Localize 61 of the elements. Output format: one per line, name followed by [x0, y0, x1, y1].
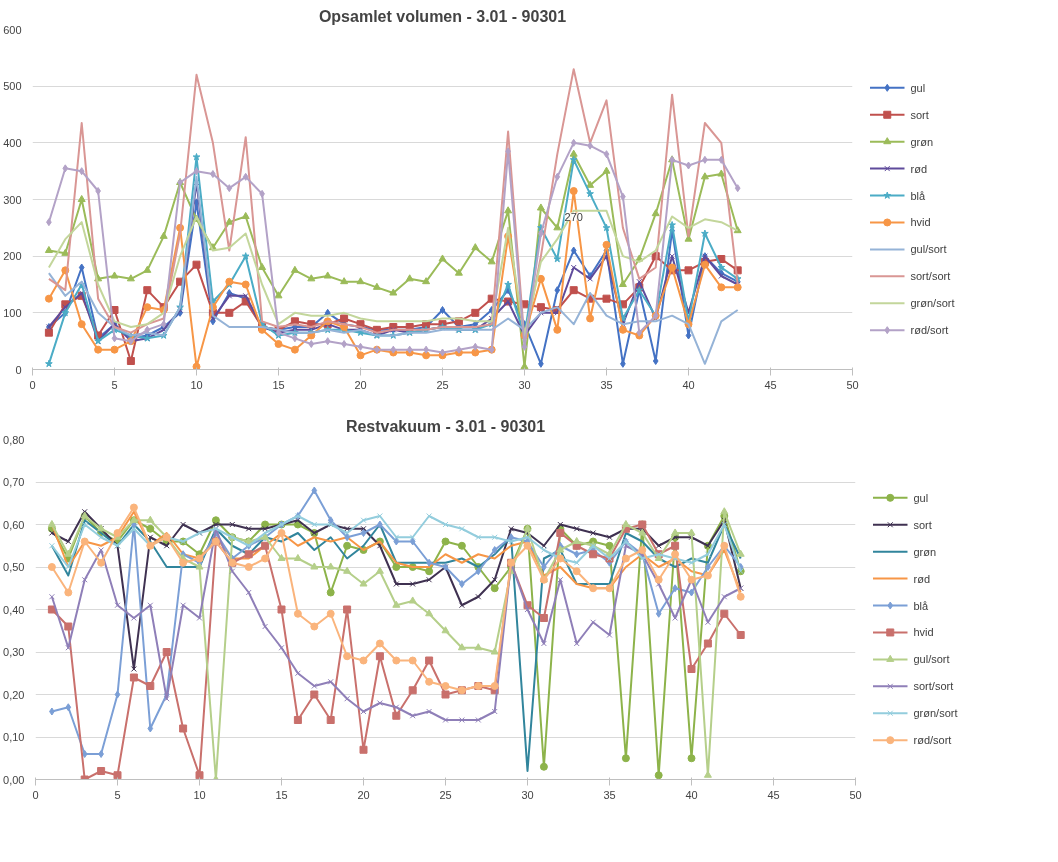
x-tick-label: 25 [439, 788, 452, 801]
chart-title: Restvakuum - 3.01 - 90301 [345, 417, 546, 435]
x-tick-label: 35 [600, 378, 613, 391]
x-tick-label: 20 [354, 378, 367, 391]
y-tick-label: 400 [3, 136, 22, 149]
legend-label: gul/sort [913, 653, 950, 666]
y-tick-label: 0,20 [3, 688, 25, 701]
legend-label: grøn/sort [913, 707, 958, 720]
legend-label: sort/sort [910, 270, 951, 283]
y-tick-label: 0,30 [3, 646, 25, 658]
annotation: 270 [564, 210, 583, 223]
legend-label: gul [913, 491, 929, 504]
x-tick-label: 35 [603, 788, 616, 801]
legend-label: hvid [910, 216, 931, 229]
x-tick-label: 15 [275, 788, 288, 801]
x-tick-label: 5 [111, 378, 118, 391]
y-tick-label: 0,60 [3, 518, 25, 531]
legend-label: sort [910, 108, 929, 121]
legend-label: rød [910, 162, 927, 175]
chart-title: Opsamlet volumen - 3.01 - 90301 [318, 7, 567, 25]
x-tick-label: 40 [682, 378, 695, 391]
x-tick-label: 15 [272, 378, 285, 391]
legend-label: sort/sort [913, 680, 954, 693]
legend-label: rød/sort [910, 324, 949, 337]
y-tick-label: 0 [15, 363, 22, 376]
legend-label: hvid [913, 626, 934, 639]
legend-label: blå [910, 189, 927, 202]
y-tick-label: 0,50 [3, 561, 25, 573]
y-tick-label: 0,70 [3, 476, 25, 488]
x-tick-label: 30 [521, 788, 534, 801]
x-tick-label: 20 [357, 788, 370, 801]
x-tick-label: 25 [436, 378, 449, 391]
legend-label: blå [913, 599, 930, 612]
x-tick-label: 10 [193, 788, 206, 801]
x-tick-label: 45 [764, 378, 777, 391]
x-tick-label: 0 [32, 788, 39, 801]
y-tick-label: 600 [3, 23, 22, 36]
legend-label: sort [913, 518, 932, 531]
legend-label: gul/sort [910, 243, 947, 256]
x-tick-label: 50 [846, 378, 859, 391]
x-tick-label: 50 [849, 788, 862, 801]
y-tick-label: 300 [3, 193, 22, 206]
y-tick-label: 500 [3, 80, 22, 93]
x-tick-label: 30 [518, 378, 531, 391]
y-tick-label: 200 [3, 250, 22, 263]
x-tick-label: 10 [190, 378, 203, 391]
y-tick-label: 0,80 [3, 433, 25, 446]
x-tick-label: 0 [29, 378, 36, 391]
y-tick-label: 0,00 [3, 773, 25, 786]
legend-label: rød/sort [913, 734, 952, 747]
y-tick-label: 0,40 [3, 603, 25, 616]
legend-label: grøn [910, 135, 934, 148]
x-tick-label: 40 [685, 788, 698, 801]
legend-label: gul [910, 81, 926, 94]
legend-label: grøn [913, 545, 937, 558]
legend-label: grøn/sort [910, 297, 955, 310]
x-tick-label: 5 [114, 788, 121, 801]
x-tick-label: 45 [767, 788, 780, 801]
legend-label: rød [913, 572, 930, 585]
y-tick-label: 100 [3, 306, 22, 319]
y-tick-label: 0,10 [3, 731, 25, 743]
